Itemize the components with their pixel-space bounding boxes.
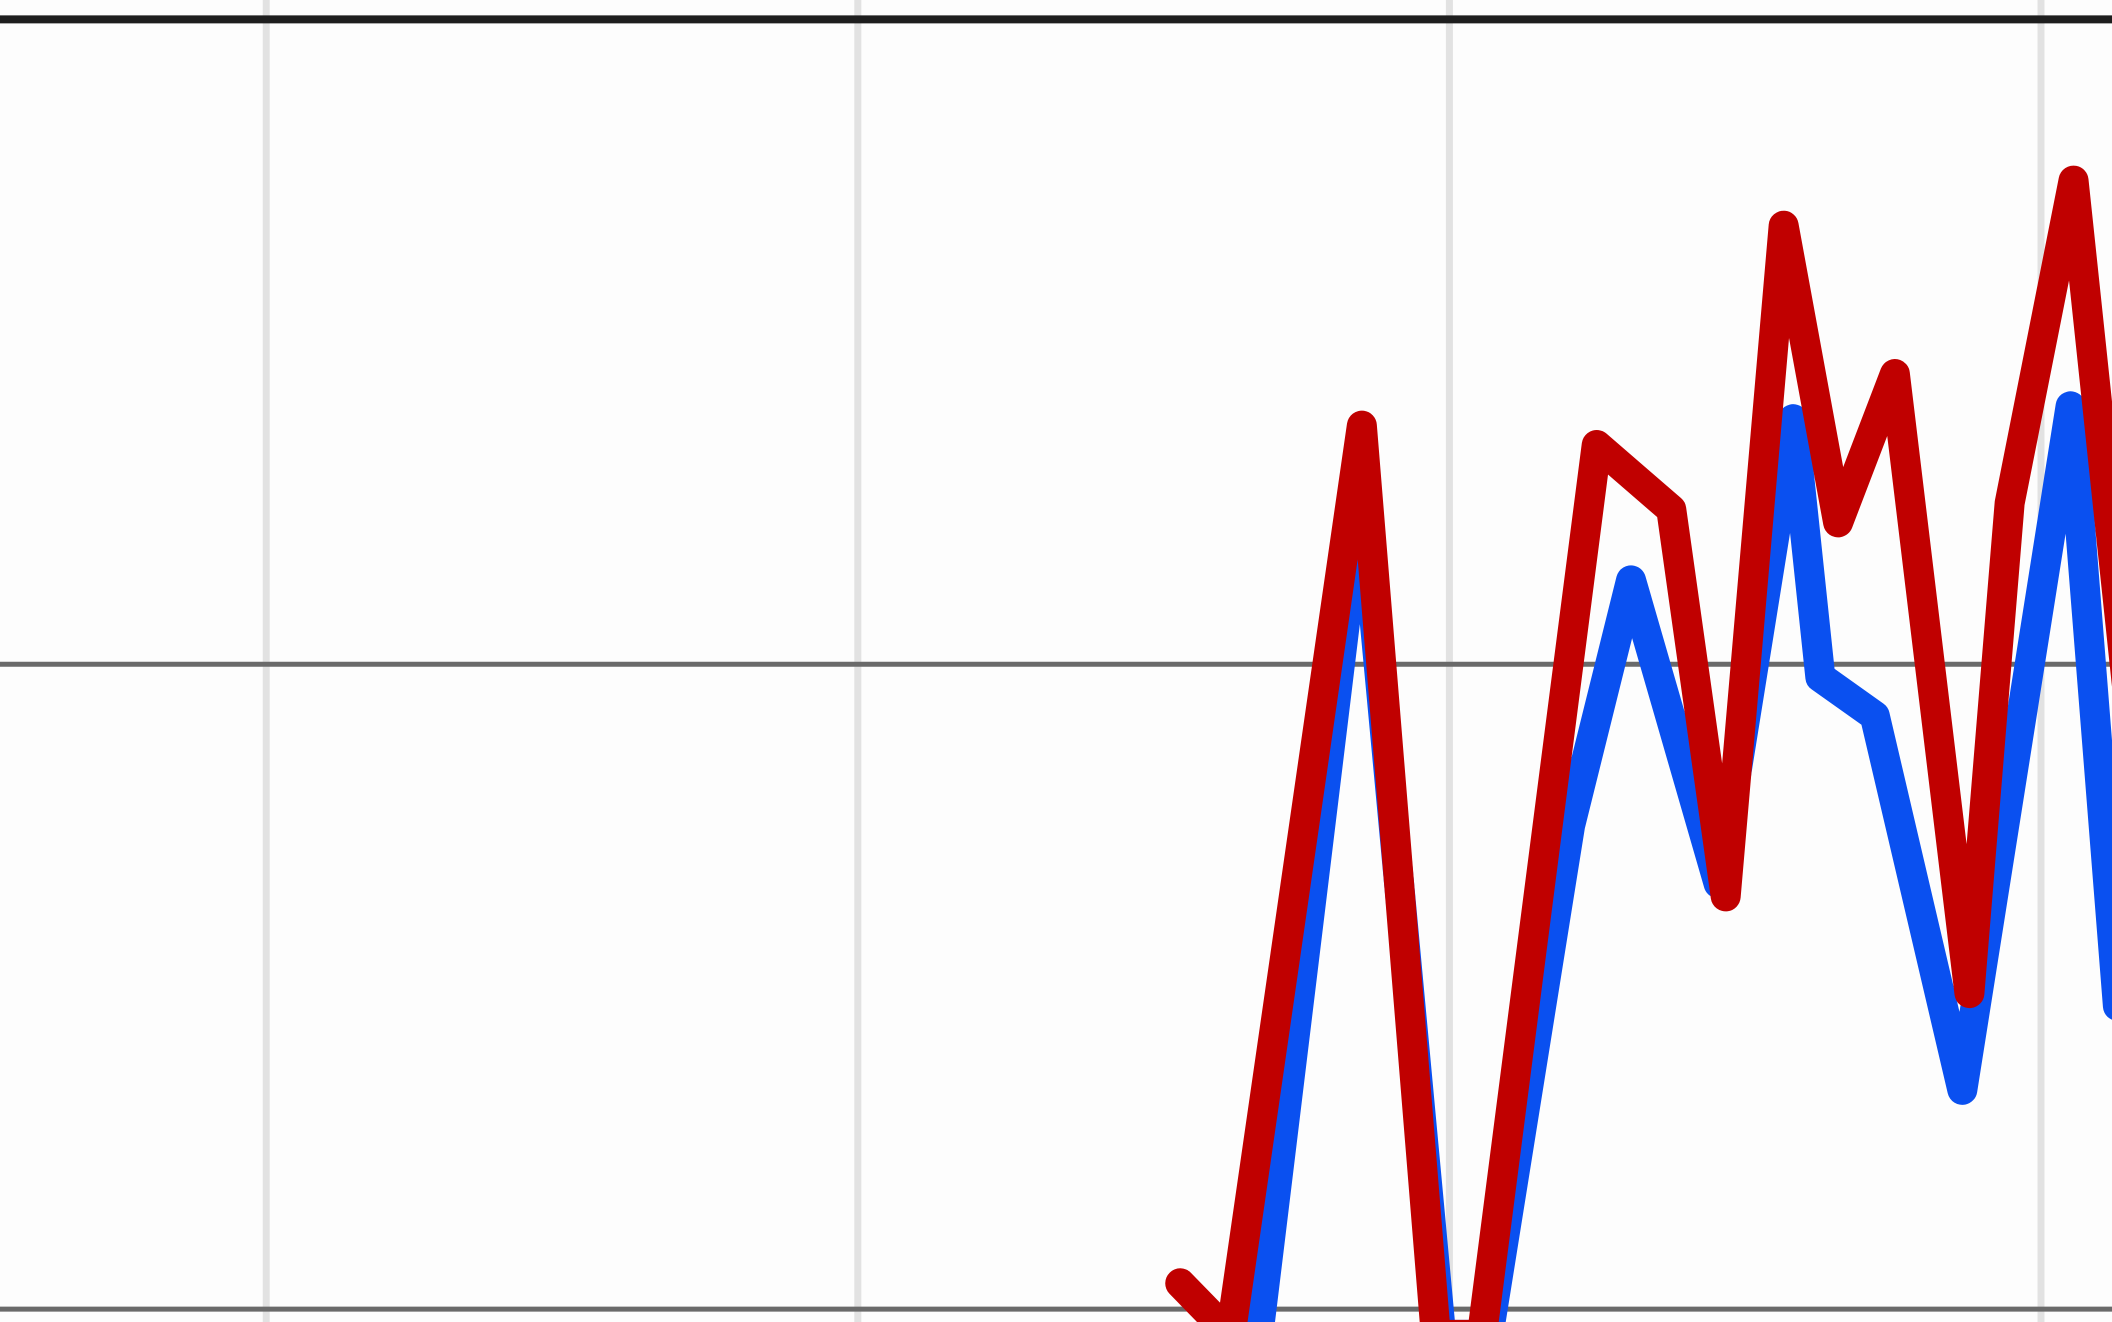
- line-series: [1165, 165, 2112, 1322]
